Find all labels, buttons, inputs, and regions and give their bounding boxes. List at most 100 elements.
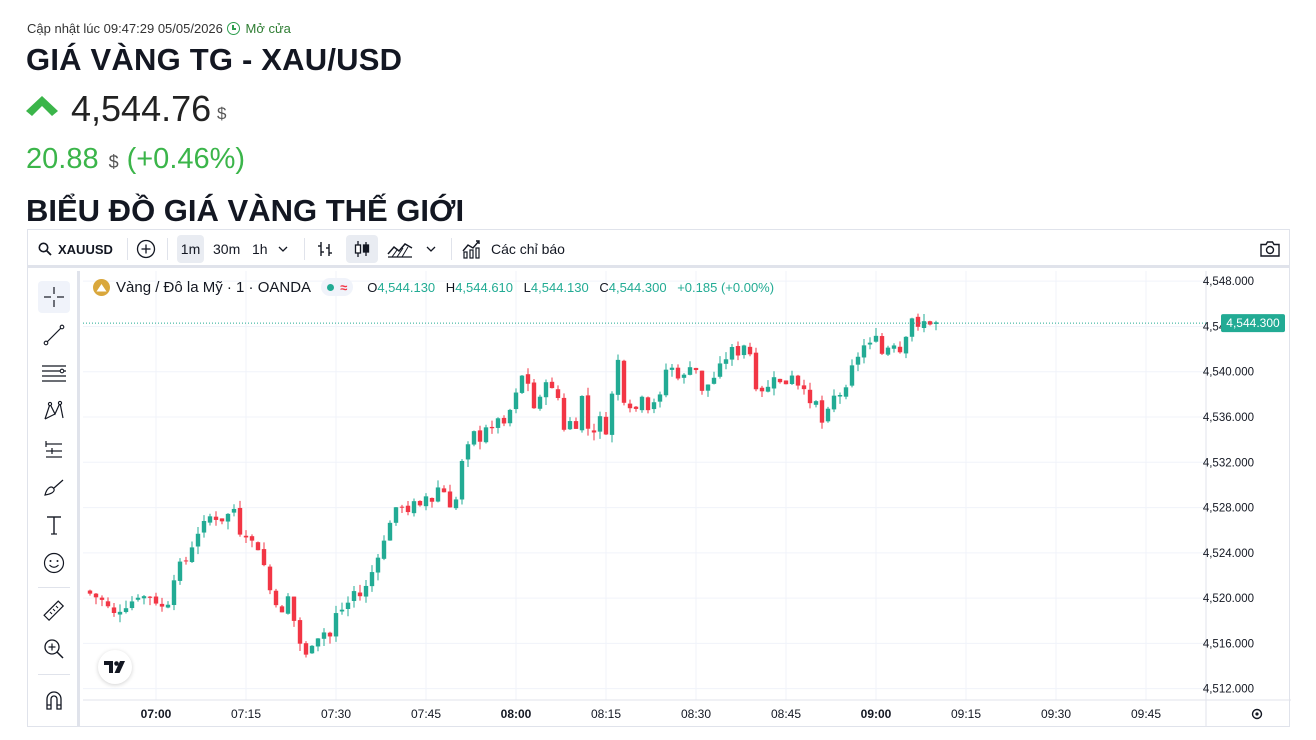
candle-body xyxy=(837,395,843,397)
ruler-icon xyxy=(43,600,65,622)
price-chart[interactable]: 4,548.0004,544.0004,540.0004,536.0004,53… xyxy=(28,230,1291,728)
candle-body xyxy=(537,396,543,409)
crosshair-tool[interactable] xyxy=(38,281,70,313)
compare-symbol-button[interactable] xyxy=(136,235,156,263)
x-tick-label: 07:45 xyxy=(411,707,441,721)
candle-body xyxy=(123,608,129,613)
pattern-tool[interactable] xyxy=(38,395,70,427)
chart-type-dropdown[interactable] xyxy=(426,235,436,263)
measure-tool[interactable] xyxy=(38,595,70,627)
zoom-tool[interactable] xyxy=(38,633,70,665)
text-tool[interactable] xyxy=(38,509,70,541)
brush-tool[interactable] xyxy=(38,471,70,503)
candle-body xyxy=(423,496,429,507)
y-tick-label: 4,512.000 xyxy=(1203,684,1254,696)
forecast-tool[interactable] xyxy=(38,433,70,465)
candle-body xyxy=(573,421,579,429)
text-icon xyxy=(47,516,61,535)
high-label: H xyxy=(445,279,456,295)
candle-body xyxy=(699,370,705,391)
horizontal-lines-icon xyxy=(42,365,66,382)
page-title: GIÁ VÀNG TG - XAU/USD xyxy=(26,42,403,77)
candle-body xyxy=(825,408,831,422)
candle-body xyxy=(531,382,537,409)
candle-body xyxy=(879,336,885,354)
settings-gear-icon xyxy=(1255,712,1259,716)
close-label: C xyxy=(599,279,609,295)
candle-body xyxy=(447,491,453,508)
delayed-data-icon: ≈ xyxy=(340,279,348,295)
chevron-down-icon xyxy=(426,246,436,252)
candle-body xyxy=(153,596,159,604)
current-price: 4,544.76 xyxy=(71,88,212,129)
candle-body xyxy=(501,417,507,424)
candle-body xyxy=(813,401,819,405)
candle-body xyxy=(135,597,141,600)
last-price-badge xyxy=(1221,314,1285,333)
candle-body xyxy=(171,580,177,606)
chart-legend: Vàng / Đô la Mỹ · 1 · OANDA ≈ O4,544.130… xyxy=(93,278,781,296)
bars-style-button[interactable] xyxy=(315,235,335,263)
candle-body xyxy=(189,547,195,563)
candle-body xyxy=(789,375,795,385)
candle-body xyxy=(639,396,645,411)
high-value: 4,544.610 xyxy=(455,279,514,295)
up-arrow-icon xyxy=(26,96,58,116)
candle-body xyxy=(753,352,759,390)
interval-1m[interactable]: 1m xyxy=(177,235,204,263)
interval-30m[interactable]: 30m xyxy=(213,241,241,257)
candle-body xyxy=(711,377,717,384)
area-style-button[interactable] xyxy=(387,235,413,263)
x-tick-label: 09:00 xyxy=(861,707,892,721)
emoji-tool[interactable] xyxy=(38,547,70,579)
candle-body xyxy=(477,430,483,442)
candle-body xyxy=(141,596,147,599)
candle-body xyxy=(459,460,465,500)
candle-body xyxy=(543,382,549,398)
candle-body xyxy=(87,590,93,594)
x-tick-label: 07:00 xyxy=(141,707,172,721)
candle-body xyxy=(129,601,135,609)
candle-body xyxy=(615,359,621,395)
candle-body xyxy=(831,395,837,410)
candle-body xyxy=(609,393,615,435)
candle-body xyxy=(897,346,903,353)
candle-body xyxy=(165,604,171,608)
symbol-label: XAUUSD xyxy=(58,241,113,257)
candle-body xyxy=(159,603,165,607)
candle-body xyxy=(351,591,357,602)
candle-body xyxy=(471,431,477,445)
trend-line-tool[interactable] xyxy=(38,319,70,351)
market-open-dot xyxy=(327,283,335,291)
candle-body xyxy=(297,620,303,644)
candle-body xyxy=(411,501,417,514)
fib-tool[interactable] xyxy=(38,357,70,389)
candle-body xyxy=(525,374,531,384)
candles-style-button[interactable] xyxy=(346,235,378,263)
x-tick-label: 07:30 xyxy=(321,707,351,721)
tradingview-logo[interactable] xyxy=(98,650,132,684)
x-tick-label: 09:15 xyxy=(951,707,981,721)
candle-body xyxy=(519,375,525,393)
interval-1h[interactable]: 1h xyxy=(252,241,268,257)
x-tick-label: 08:15 xyxy=(591,707,621,721)
y-tick-label: 4,520.000 xyxy=(1203,593,1254,605)
magnet-tool[interactable] xyxy=(38,685,70,717)
market-status-pill[interactable]: ≈ xyxy=(321,278,354,296)
interval-dropdown[interactable] xyxy=(278,235,288,263)
candle-body xyxy=(747,346,753,355)
candle-body xyxy=(231,508,237,513)
chart-widget: XAUUSD 1m 30m 1h xyxy=(27,229,1291,728)
candle-body xyxy=(147,596,153,598)
x-tick-label: 08:30 xyxy=(681,707,711,721)
candle-body xyxy=(777,378,783,383)
snapshot-button[interactable] xyxy=(1259,235,1281,263)
candle-body xyxy=(315,638,321,647)
candle-body xyxy=(669,367,675,370)
indicators-button[interactable]: Các chỉ báo xyxy=(462,235,565,263)
smiley-icon xyxy=(43,552,65,574)
symbol-search[interactable]: XAUUSD xyxy=(38,235,113,263)
candle-body xyxy=(579,395,585,431)
candle-body xyxy=(483,427,489,443)
x-tick-label: 08:45 xyxy=(771,707,801,721)
